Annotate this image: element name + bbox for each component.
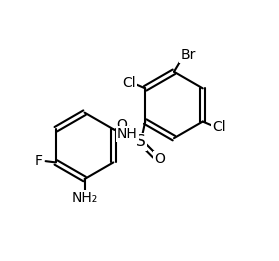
Text: Cl: Cl <box>213 120 226 134</box>
Text: F: F <box>34 154 42 168</box>
Text: Br: Br <box>180 48 196 62</box>
Text: NH₂: NH₂ <box>71 191 98 205</box>
Text: O: O <box>154 152 165 166</box>
Text: NH: NH <box>117 127 138 141</box>
Text: Cl: Cl <box>122 76 135 90</box>
Text: O: O <box>117 118 128 132</box>
Text: S: S <box>136 134 146 150</box>
